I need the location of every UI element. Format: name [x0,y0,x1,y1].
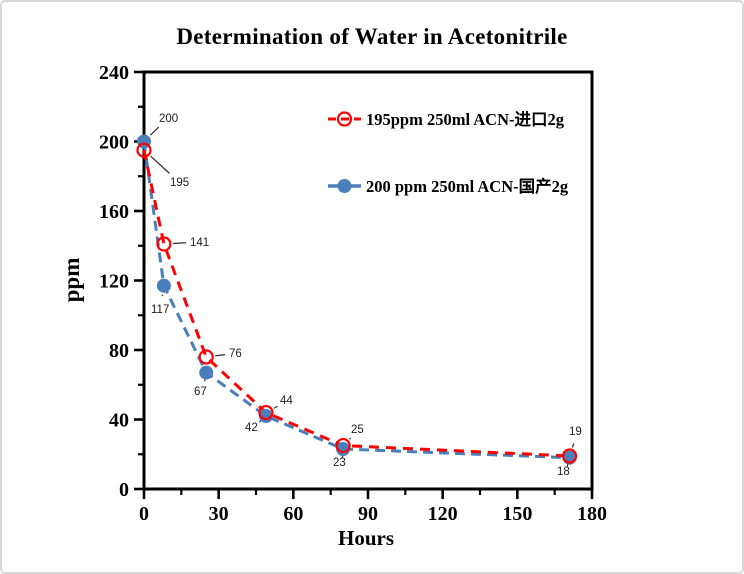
y-tick-label: 200 [99,132,129,154]
point-label: 42 [245,422,258,434]
plot-frame [142,70,594,491]
x-axis-title: Hours [337,526,394,550]
point-label-leader [571,443,575,448]
point-label-leader [172,242,187,245]
data-marker-open-circle [335,437,351,454]
point-label: 23 [333,457,346,469]
legend-filled-circle-marker [337,179,352,193]
x-tick-label: 90 [358,503,378,525]
point-label-leader [273,405,278,409]
point-label: 141 [190,237,209,249]
data-marker-open-circle [258,404,274,421]
chart-title: Determination of Water in Acetonitrile [176,24,568,49]
point-label: 200 [159,113,178,125]
point-label-leader [150,155,170,174]
point-label: 44 [280,395,293,407]
x-tick-label: 60 [283,503,303,525]
x-tick-label: 0 [139,503,149,525]
point-label-leader [150,126,160,136]
data-marker-open-circle [561,448,578,464]
x-tick-label: 150 [502,503,532,525]
point-label: 76 [229,348,242,360]
point-label: 18 [557,466,570,478]
x-tick-label: 120 [428,503,458,525]
y-tick-label: 160 [99,201,129,223]
legend-open-circle-marker [336,111,353,127]
data-marker-filled-circle [156,278,171,293]
point-label: 117 [151,304,169,316]
y-tick-label: 120 [99,271,129,293]
point-label: 195 [170,177,189,189]
point-label: 67 [194,386,207,398]
data-marker-open-circle [136,142,152,158]
x-tick-label: 180 [577,503,607,525]
data-marker-open-circle [156,236,172,252]
point-label: 19 [569,426,582,438]
y-tick-label: 80 [109,340,129,362]
y-tick-label: 0 [119,479,129,501]
point-label-leader [215,354,226,357]
y-tick-label: 40 [109,410,129,432]
y-tick-label: 240 [99,62,129,84]
point-label: 25 [351,424,364,436]
legend-label: 200 ppm 250ml ACN-国产2g [366,176,569,196]
x-tick-label: 30 [209,503,229,525]
point-label-leader [349,437,352,440]
legend-label: 195ppm 250ml ACN-进口2g [366,110,565,129]
series-line-0 [142,149,570,458]
series-line-1 [142,141,570,460]
data-marker-open-circle [198,349,214,365]
data-marker-filled-circle [199,365,214,380]
